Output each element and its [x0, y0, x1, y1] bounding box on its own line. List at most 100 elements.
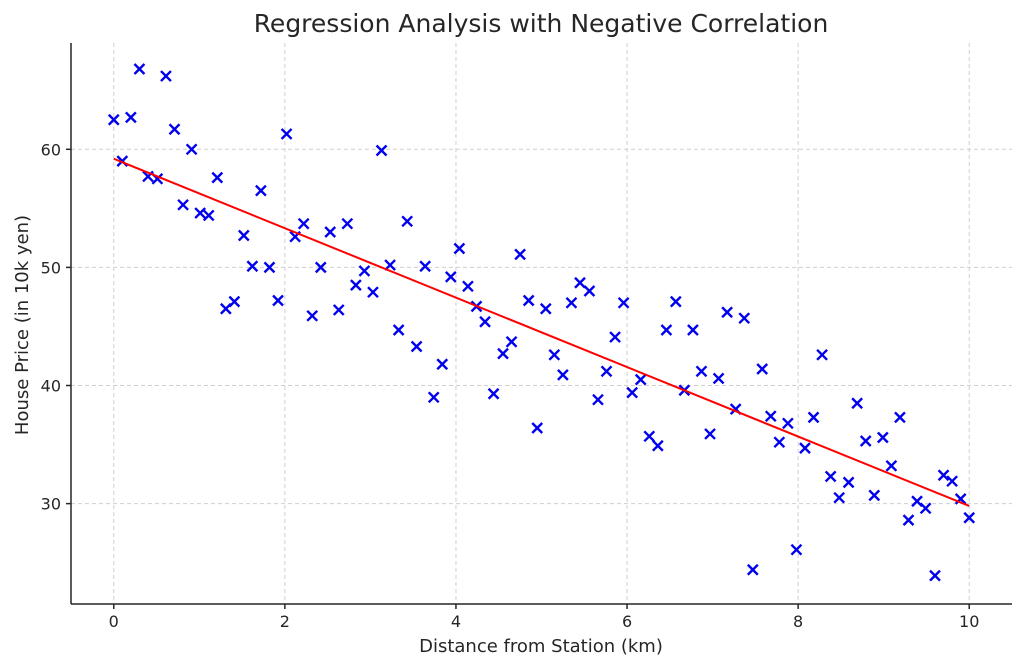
data-point-83 — [824, 470, 837, 483]
data-point-59 — [617, 296, 630, 309]
data-point-17 — [255, 184, 267, 197]
data-point-36 — [419, 260, 432, 273]
data-point-25 — [324, 226, 337, 238]
data-point-50 — [539, 302, 552, 315]
data-point-39 — [444, 270, 457, 283]
x-axis-label: Distance from Station (km) — [419, 636, 663, 657]
data-point-74 — [746, 563, 759, 576]
data-point-61 — [634, 373, 647, 386]
data-point-71 — [721, 306, 733, 319]
data-point-28 — [350, 279, 362, 291]
y-tick-label-0: 30 — [41, 495, 61, 514]
data-point-51 — [548, 348, 561, 361]
data-point-31 — [375, 144, 388, 157]
y-tick-label-1: 40 — [41, 377, 61, 396]
data-point-96 — [937, 469, 950, 482]
data-point-20 — [280, 128, 293, 140]
data-point-2 — [125, 111, 137, 124]
data-point-38 — [436, 358, 449, 371]
data-point-55 — [583, 285, 596, 297]
data-point-54 — [574, 276, 586, 289]
x-tick-label-4: 8 — [793, 612, 803, 631]
data-point-92 — [902, 514, 915, 526]
data-point-87 — [859, 435, 872, 447]
data-point-56 — [592, 393, 604, 406]
data-point-19 — [272, 294, 284, 307]
data-point-45 — [497, 347, 509, 360]
data-point-94 — [919, 502, 932, 515]
data-point-16 — [246, 260, 259, 273]
data-point-53 — [565, 296, 578, 309]
data-point-33 — [392, 324, 405, 336]
data-point-27 — [341, 217, 354, 230]
data-point-57 — [600, 365, 613, 378]
data-point-22 — [297, 217, 310, 230]
data-point-14 — [228, 295, 241, 308]
x-tick-label-5: 10 — [959, 612, 979, 631]
data-point-67 — [687, 324, 699, 336]
data-point-6 — [160, 70, 172, 82]
data-point-26 — [332, 304, 345, 316]
regression-line — [113, 157, 970, 507]
data-point-46 — [505, 335, 518, 348]
data-point-58 — [609, 331, 621, 343]
data-point-64 — [660, 324, 673, 336]
data-point-60 — [626, 386, 639, 399]
x-tick-label-2: 4 — [451, 612, 461, 631]
data-point-3 — [133, 63, 146, 75]
data-point-89 — [876, 431, 889, 444]
data-point-12 — [211, 171, 224, 184]
data-point-80 — [799, 442, 811, 454]
y-axis-label: House Price (in 10k yen) — [12, 215, 33, 435]
data-point-41 — [462, 280, 474, 293]
data-point-15 — [237, 229, 250, 242]
data-point-44 — [487, 387, 500, 400]
data-point-75 — [756, 363, 769, 375]
y-tick-label-3: 60 — [41, 140, 61, 159]
x-tick-label-0: 0 — [109, 612, 119, 631]
data-point-90 — [885, 459, 898, 472]
y-tick-label-2: 50 — [41, 258, 61, 277]
data-point-79 — [790, 543, 803, 556]
data-point-69 — [704, 428, 716, 440]
y-axis-ticks: 30 40 50 60 — [41, 140, 71, 514]
x-tick-label-1: 2 — [280, 612, 290, 631]
data-point-76 — [764, 410, 777, 423]
data-point-34 — [401, 215, 414, 228]
data-point-32 — [384, 259, 396, 271]
data-point-91 — [894, 411, 906, 424]
data-point-85 — [842, 476, 855, 489]
data-point-88 — [868, 489, 881, 502]
data-point-40 — [453, 242, 466, 255]
data-point-82 — [816, 348, 828, 361]
data-point-70 — [712, 372, 725, 385]
data-point-78 — [782, 417, 794, 430]
data-point-63 — [651, 439, 664, 452]
data-point-0 — [107, 113, 120, 126]
data-point-37 — [427, 391, 440, 404]
data-point-29 — [358, 265, 371, 277]
data-point-30 — [367, 286, 379, 299]
chart-title: Regression Analysis with Negative Correl… — [254, 9, 829, 38]
data-point-62 — [643, 430, 656, 443]
data-point-68 — [695, 365, 708, 378]
regression-line-group — [113, 157, 970, 507]
x-tick-label-3: 6 — [622, 612, 632, 631]
data-point-65 — [669, 295, 682, 308]
data-point-8 — [177, 198, 189, 211]
grid — [71, 43, 1012, 604]
data-point-48 — [522, 294, 535, 307]
data-point-99 — [963, 511, 976, 524]
data-point-23 — [306, 309, 319, 322]
data-point-24 — [314, 261, 327, 274]
data-point-77 — [773, 436, 786, 449]
data-point-18 — [263, 261, 276, 274]
data-point-47 — [514, 248, 526, 261]
data-point-11 — [202, 209, 215, 222]
data-point-49 — [531, 422, 544, 434]
data-point-35 — [410, 340, 423, 353]
scatter-points — [107, 63, 976, 582]
data-point-81 — [807, 411, 820, 424]
axes — [70, 43, 1012, 605]
